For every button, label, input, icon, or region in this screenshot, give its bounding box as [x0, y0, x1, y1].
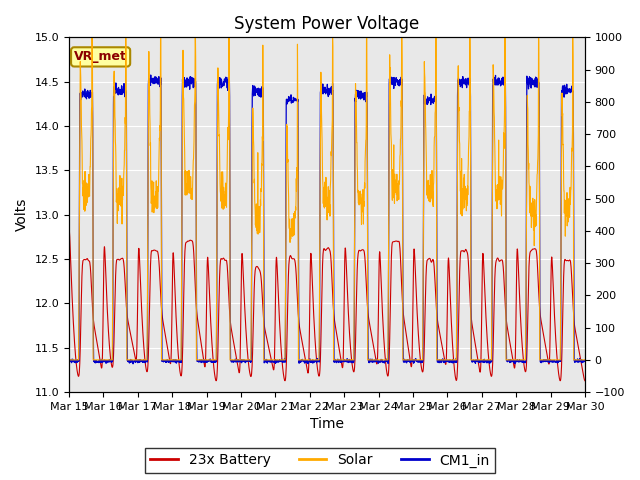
X-axis label: Time: Time — [310, 418, 344, 432]
Legend: 23x Battery, Solar, CM1_in: 23x Battery, Solar, CM1_in — [145, 448, 495, 473]
Y-axis label: Volts: Volts — [15, 198, 29, 231]
Text: VR_met: VR_met — [74, 50, 127, 63]
Title: System Power Voltage: System Power Voltage — [234, 15, 420, 33]
